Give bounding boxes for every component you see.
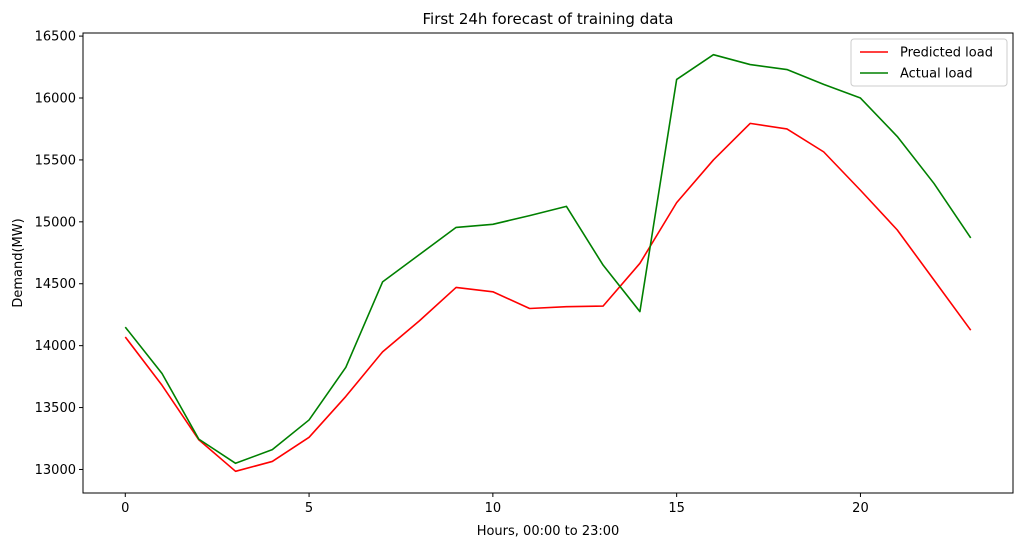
legend-label-2: Actual load [900, 67, 973, 82]
x-tick-label: 0 [121, 501, 129, 516]
y-axis-label: Demand(MW) [11, 218, 26, 307]
y-tick-label: 13500 [35, 401, 76, 416]
y-tick-label: 14000 [35, 339, 76, 354]
x-axis-label: Hours, 00:00 to 23:00 [477, 524, 620, 539]
y-tick-label: 16000 [35, 92, 76, 107]
x-tick-label: 5 [305, 501, 313, 516]
plot-area: 0 5 10 15 20 13000 13500 14000 14500 15000 15500 16… [35, 30, 1014, 516]
axes-frame [82, 32, 1014, 494]
chart-title: First 24h forecast of training data [422, 10, 673, 28]
legend-label-1: Predicted load [900, 46, 993, 61]
series-line-1 [124, 122, 972, 473]
x-tick-label: 20 [852, 501, 869, 516]
y-tick-label: 13000 [35, 463, 76, 478]
y-tick-label: 14500 [35, 277, 76, 292]
y-tick-label: 15000 [35, 215, 76, 230]
y-tick-label: 15500 [35, 153, 76, 168]
legend-box [850, 38, 1008, 87]
x-tick-label: 15 [668, 501, 685, 516]
series-line-2 [124, 53, 972, 465]
legend: Predicted load Actual load [850, 38, 1008, 87]
y-tick-label: 16500 [35, 30, 76, 45]
x-tick-label: 10 [485, 501, 502, 516]
